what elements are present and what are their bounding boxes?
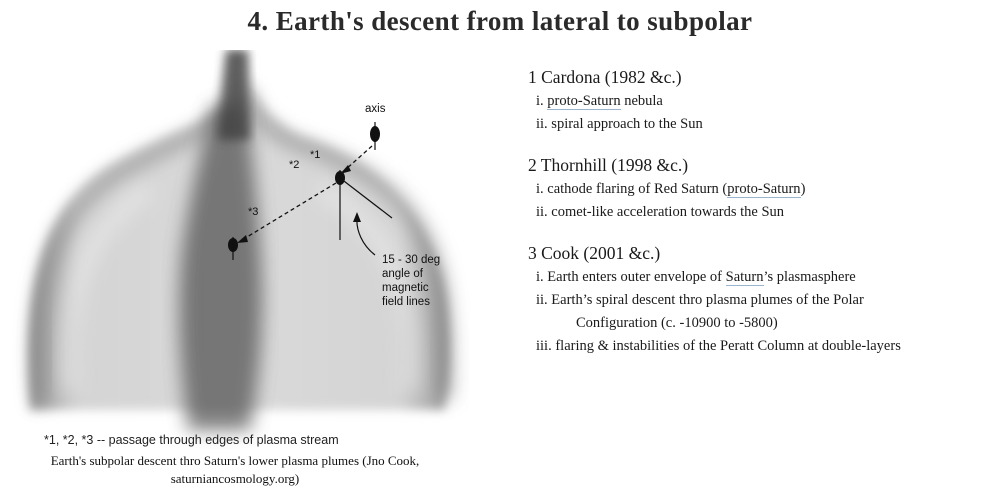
proto-saturn-link-2[interactable]: proto-Saturn bbox=[727, 181, 801, 198]
outline-list: 1 Cardona (1982 &c.) i. proto-Saturn neb… bbox=[528, 64, 996, 374]
plasma-plume-figure: axis *1 *2 *3 15 - 30 deg angle of magne… bbox=[0, 50, 470, 470]
label-star3: *3 bbox=[248, 206, 258, 218]
caption-line-1: Earth's subpolar descent thro Saturn's l… bbox=[50, 453, 420, 468]
plume-rim bbox=[31, 88, 453, 406]
angle-label-2: angle of bbox=[382, 268, 424, 280]
descent-path-upper bbox=[344, 145, 373, 171]
central-plume bbox=[179, 105, 263, 430]
descent-path-lower bbox=[241, 182, 337, 241]
thornhill-item-i: i. cathode flaring of Red Saturn (proto-… bbox=[528, 178, 996, 201]
figure-note: *1, *2, *3 -- passage through edges of p… bbox=[44, 433, 339, 447]
proto-saturn-link[interactable]: proto-Saturn bbox=[547, 93, 621, 110]
angle-label-3: magnetic bbox=[382, 282, 429, 294]
section-title-cardona: 1 Cardona (1982 &c.) bbox=[528, 67, 682, 87]
section-title-thornhill: 2 Thornhill (1998 &c.) bbox=[528, 155, 689, 175]
section-thornhill: 2 Thornhill (1998 &c.) i. cathode flarin… bbox=[528, 152, 996, 224]
saturn-link[interactable]: Saturn bbox=[725, 269, 764, 286]
figure-caption: Earth's subpolar descent thro Saturn's l… bbox=[20, 452, 450, 488]
thornhill-i-suffix: ) bbox=[800, 181, 806, 197]
cook-i-suffix: ’s plasmasphere bbox=[763, 269, 856, 285]
thornhill-i-prefix: i. cathode flaring of Red Saturn ( bbox=[536, 181, 728, 197]
earth-axis-marker bbox=[370, 126, 380, 142]
label-star2: *2 bbox=[289, 159, 299, 171]
cook-i-prefix: i. Earth enters outer envelope of bbox=[536, 269, 726, 285]
angle-label-4: field lines bbox=[382, 296, 430, 308]
cook-item-i: i. Earth enters outer envelope of Saturn… bbox=[528, 266, 996, 289]
cardona-item-i: i. proto-Saturn nebula bbox=[528, 90, 996, 113]
field-line bbox=[339, 177, 393, 219]
cook-item-ii-line1: ii. Earth’s spiral descent thro plasma p… bbox=[536, 292, 864, 308]
label-star1: *1 bbox=[310, 149, 320, 161]
cardona-i-prefix: i. bbox=[536, 93, 548, 109]
cardona-i-suffix: nebula bbox=[620, 93, 663, 109]
cook-item-iii: iii. flaring & instabilities of the Pera… bbox=[536, 338, 901, 354]
cardona-item-ii: ii. spiral approach to the Sun bbox=[536, 116, 703, 132]
angle-label-1: 15 - 30 deg bbox=[382, 254, 440, 266]
cook-item-ii-line2: Configuration (c. -10900 to -5800) bbox=[576, 315, 778, 331]
thornhill-item-ii: ii. comet-like acceleration towards the … bbox=[536, 204, 785, 220]
section-cardona: 1 Cardona (1982 &c.) i. proto-Saturn neb… bbox=[528, 64, 996, 136]
axis-label: axis bbox=[365, 103, 386, 115]
slide-title: 4. Earth's descent from lateral to subpo… bbox=[247, 6, 753, 36]
section-cook: 3 Cook (2001 &c.) i. Earth enters outer … bbox=[528, 240, 996, 358]
section-title-cook: 3 Cook (2001 &c.) bbox=[528, 243, 661, 263]
plume-diagram: axis *1 *2 *3 15 - 30 deg angle of magne… bbox=[27, 50, 453, 430]
caption-line-2: saturniancosmology.org) bbox=[170, 471, 300, 486]
